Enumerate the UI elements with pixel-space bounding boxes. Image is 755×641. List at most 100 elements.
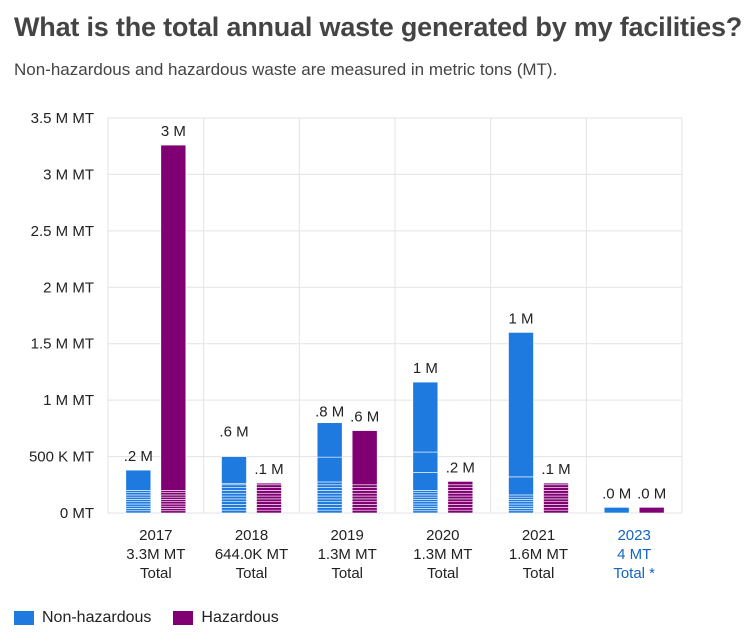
bar-segment-non-hazardous-2019 xyxy=(316,481,343,486)
bar-segment-non-hazardous-2017 xyxy=(125,490,152,493)
x-tick-label-2019-line3: Total xyxy=(331,565,363,582)
bar-segment-hazardous-2018 xyxy=(256,487,282,491)
bar-segment-non-hazardous-2020 xyxy=(412,490,439,493)
bar-segment-non-hazardous-2017 xyxy=(125,508,152,512)
bar-segment-hazardous-2017 xyxy=(160,490,187,493)
bar-segment-hazardous-2019 xyxy=(351,504,378,508)
bar-segment-hazardous-2019 xyxy=(351,490,378,494)
x-tick-label-2020-line3: Total xyxy=(427,565,459,582)
bar-segment-non-hazardous-2021 xyxy=(508,501,534,505)
data-label-hazardous-2017: 3 M xyxy=(161,123,186,140)
bar-segment-non-hazardous-2018 xyxy=(221,498,247,503)
bar-segment-hazardous-2021 xyxy=(543,487,569,491)
bar-segment-non-hazardous-2020 xyxy=(412,472,439,491)
bar-segment-non-hazardous-2019 xyxy=(316,504,343,508)
bar-segment-hazardous-2020 xyxy=(447,487,474,491)
bar-segment-hazardous-2020 xyxy=(447,498,474,503)
bar-segment-non-hazardous-2021 xyxy=(508,496,534,500)
bar-segment-hazardous-2019 xyxy=(351,487,378,491)
bar-segment-non-hazardous-2019 xyxy=(316,490,343,494)
bar-segment-non-hazardous-2021 xyxy=(508,476,534,496)
bar-segment-hazardous-2021 xyxy=(543,492,569,497)
bar-segment-non-hazardous-2021 xyxy=(508,499,534,503)
page-title: What is the total annual waste generated… xyxy=(14,12,743,42)
bar-segment-hazardous-2019 xyxy=(351,509,378,514)
x-tick-label-2018-line3: Total xyxy=(236,565,268,582)
bar-segment-non-hazardous-2018 xyxy=(221,492,247,497)
x-tick-label-2023-line1[interactable]: 2023 xyxy=(617,527,650,544)
bar-segment-hazardous-2018 xyxy=(256,490,282,494)
bar-segment-non-hazardous-2018 xyxy=(221,484,247,488)
bar-segment-non-hazardous-2020 xyxy=(412,499,439,503)
bar-segment-hazardous-2021 xyxy=(543,504,569,508)
y-tick-label: 2 M MT xyxy=(43,279,94,296)
bar-segment-hazardous-2018 xyxy=(256,495,282,500)
legend-item-hazardous[interactable]: Hazardous xyxy=(173,609,279,627)
x-tick-label-2017-line1: 2017 xyxy=(139,527,172,544)
legend-item-non-hazardous[interactable]: Non-hazardous xyxy=(14,609,151,627)
bar-segment-non-hazardous-2019 xyxy=(316,492,343,497)
bar-segment-hazardous-2020 xyxy=(447,484,474,488)
bar-segment-non-hazardous-2017 xyxy=(125,494,152,498)
x-tick-label-2021-line3: Total xyxy=(523,565,555,582)
bar-segment-hazardous-2020 xyxy=(447,495,474,500)
bar-segment-non-hazardous-2019 xyxy=(316,509,343,514)
bar-segment-non-hazardous-2019 xyxy=(316,487,343,491)
bar-segment-non-hazardous-2019 xyxy=(316,456,343,483)
bar-segment-non-hazardous-2019 xyxy=(316,507,343,511)
x-tick-label-2023-line2[interactable]: 4 MT xyxy=(617,546,651,563)
bar-segment-non-hazardous-2020 xyxy=(412,451,439,473)
bar-segment-hazardous-2021 xyxy=(543,498,569,503)
bar-segment-hazardous-2018 xyxy=(256,509,282,514)
bar-segment-hazardous-2021 xyxy=(543,482,569,486)
bar-segment-non-hazardous-2017 xyxy=(125,492,152,496)
bar-segment-non-hazardous-2020 xyxy=(412,492,439,496)
bar-segment-non-hazardous-2018 xyxy=(221,509,247,514)
data-label-non-hazardous-2017: .2 M xyxy=(124,448,153,465)
bar-segment-hazardous-2021 xyxy=(543,509,569,514)
bar-segment-non-hazardous-2020 xyxy=(412,510,439,514)
bar-segment-non-hazardous-2020 xyxy=(412,508,439,512)
bar-segment-non-hazardous-2017 xyxy=(125,501,152,505)
bar-segment-hazardous-2019 xyxy=(351,495,378,500)
bar-segment-hazardous-2019 xyxy=(351,501,378,505)
bar-segment-hazardous-2017 xyxy=(160,144,187,491)
x-tick-label-2017-line2: 3.3M MT xyxy=(126,546,185,563)
bar-segment-hazardous-2020 xyxy=(447,501,474,505)
bar-segment-hazardous-2017 xyxy=(160,508,187,512)
data-label-non-hazardous-2019: .8 M xyxy=(315,404,344,421)
bar-segment-hazardous-2021 xyxy=(543,507,569,511)
bar-segment-non-hazardous-2018 xyxy=(221,490,247,494)
bar-segment-non-hazardous-2018 xyxy=(221,504,247,508)
x-tick-label-2017-line3: Total xyxy=(140,565,172,582)
legend-swatch-non-hazardous xyxy=(14,611,34,625)
y-tick-label: 3.5 M MT xyxy=(31,110,94,127)
data-label-hazardous-2018: .1 M xyxy=(254,461,283,478)
bar-segment-hazardous-2018 xyxy=(256,482,282,486)
bar-segment-non-hazardous-2020 xyxy=(412,381,439,453)
bar-segment-non-hazardous-2019 xyxy=(316,484,343,488)
bar-segment-hazardous-2018 xyxy=(256,504,282,508)
bar-segment-hazardous-2018 xyxy=(256,501,282,505)
bar-segment-non-hazardous-2019 xyxy=(316,501,343,505)
bar-segment-hazardous-2017 xyxy=(160,492,187,496)
legend-label-hazardous: Hazardous xyxy=(201,609,279,626)
bar-segment-hazardous-2019 xyxy=(351,498,378,503)
bar-segment-non-hazardous-2021 xyxy=(508,494,534,498)
x-tick-label-2021-line2: 1.6M MT xyxy=(509,546,568,563)
bar-segment-hazardous-2018 xyxy=(256,492,282,497)
bar-segment-non-hazardous-2021 xyxy=(508,505,534,509)
bar-segment-hazardous-2020 xyxy=(447,504,474,508)
page-subtitle: Non-hazardous and hazardous waste are me… xyxy=(14,60,558,79)
data-label-hazardous-2023: .0 M xyxy=(637,485,666,502)
bar-segment-hazardous-2019 xyxy=(351,484,378,488)
data-label-non-hazardous-2020: 1 M xyxy=(413,360,438,377)
bar-segment-hazardous-2017 xyxy=(160,494,187,498)
bar-segment-hazardous-2017 xyxy=(160,503,187,507)
x-tick-label-2023-line3[interactable]: Total * xyxy=(613,565,655,582)
data-label-hazardous-2019: .6 M xyxy=(350,409,379,426)
bar-segment-non-hazardous-2018 xyxy=(221,495,247,500)
y-tick-label: 500 K MT xyxy=(29,449,94,466)
bar-segment-non-hazardous-2019 xyxy=(316,495,343,500)
waste-bar-chart: 0 MT 500 K MT 1 M MT 1.5 M MT 2 M MT 2.5 M MT… xyxy=(29,110,683,582)
